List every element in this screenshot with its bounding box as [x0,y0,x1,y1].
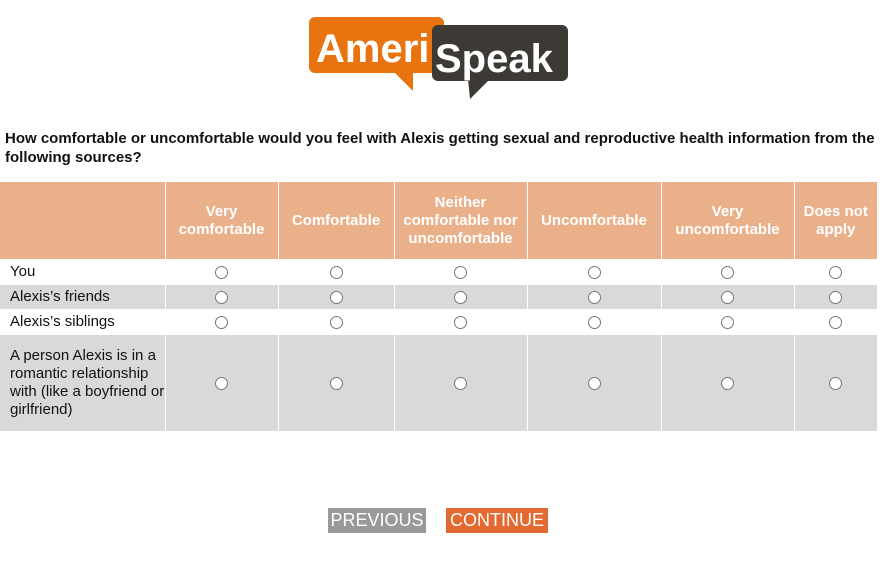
radio-cell [526,309,661,335]
radio-cell [164,309,278,335]
radio-cell [793,259,877,285]
radio-button[interactable] [587,376,601,390]
radio-cell [526,284,661,310]
radio-button[interactable] [829,291,843,305]
radio-button[interactable] [829,376,843,390]
rating-grid: Very comfortable Comfortable Neither comfo… [0,182,877,431]
radio-button[interactable] [829,316,843,330]
radio-button[interactable] [587,266,601,280]
radio-cell [393,334,527,431]
corner-cell [0,182,165,260]
radio-cell [660,309,794,335]
radio-cell [660,334,794,431]
column-header: Uncomfortable [526,182,661,260]
radio-button[interactable] [329,266,343,280]
radio-cell [277,309,394,335]
amerispeak-logo: Ameri Speak [309,17,568,99]
row-label: Alexis’s friends [0,284,165,310]
column-header: Does not apply [793,182,877,260]
radio-button[interactable] [329,376,343,390]
radio-button[interactable] [721,376,734,390]
radio-cell [793,334,877,431]
table-row: Alexis’s friends [0,284,877,310]
radio-cell [660,259,794,285]
radio-button[interactable] [587,291,601,305]
table-row: A person Alexis is in a romantic relatio… [0,334,877,431]
radio-cell [164,334,278,431]
radio-cell [164,259,278,285]
radio-button[interactable] [329,316,343,330]
radio-button[interactable] [721,316,734,330]
row-label: You [0,259,165,285]
radio-button[interactable] [721,291,734,305]
radio-button[interactable] [721,266,734,280]
previous-button[interactable]: PREVIOUS [328,508,426,533]
radio-cell [793,284,877,310]
column-header: Very comfortable [164,182,278,260]
column-header: Very uncomfortable [660,182,794,260]
row-label: A person Alexis is in a romantic relatio… [0,334,165,431]
radio-button[interactable] [215,376,228,390]
radio-cell [164,284,278,310]
column-header: Comfortable [277,182,394,260]
radio-button[interactable] [587,316,601,330]
question-text: How comfortable or uncomfortable would y… [5,130,875,166]
radio-button[interactable] [215,316,228,330]
radio-cell [393,259,527,285]
radio-cell [793,309,877,335]
continue-button[interactable]: CONTINUE [446,508,548,533]
radio-cell [393,284,527,310]
radio-cell [277,259,394,285]
radio-cell [277,284,394,310]
radio-button[interactable] [454,291,467,305]
radio-button[interactable] [454,376,467,390]
radio-button[interactable] [454,266,467,280]
svg-text:Speak: Speak [435,37,554,81]
radio-button[interactable] [215,266,228,280]
table-row: Alexis’s siblings [0,309,877,335]
svg-text:Ameri: Ameri [316,27,429,71]
radio-cell [526,334,661,431]
column-header: Neither comfortable nor uncomfortable [393,182,527,260]
row-label: Alexis’s siblings [0,309,165,335]
radio-cell [393,309,527,335]
radio-cell [526,259,661,285]
radio-button[interactable] [215,291,228,305]
radio-cell [660,284,794,310]
radio-cell [277,334,394,431]
radio-button[interactable] [329,291,343,305]
radio-button[interactable] [454,316,467,330]
radio-button[interactable] [829,266,843,280]
table-row: You [0,259,877,285]
